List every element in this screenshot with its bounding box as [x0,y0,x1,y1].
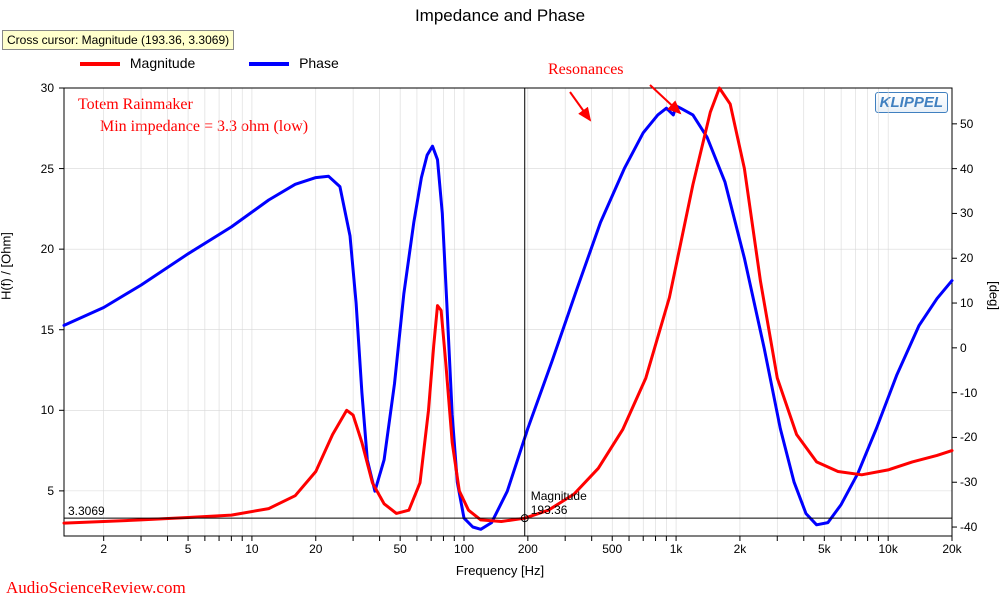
tick-label: -20 [960,430,977,444]
tick-label: 25 [41,162,54,176]
tick-label: 5 [47,484,54,498]
tick-label: 20 [41,242,54,256]
tick-label: 5 [185,542,192,556]
svg-text:193.36: 193.36 [531,503,568,517]
tick-label: 30 [960,206,973,220]
tick-label: 10 [245,542,258,556]
tick-label: 2 [100,542,107,556]
tick-label: 40 [960,162,973,176]
tick-label: 50 [960,117,973,131]
tick-label: 30 [41,81,54,95]
svg-text:3.3069: 3.3069 [68,504,105,518]
tick-label: -10 [960,386,977,400]
tick-label: 1k [670,542,683,556]
svg-text:Magnitude: Magnitude [531,489,587,503]
tick-label: 100 [454,542,474,556]
tick-label: 10k [878,542,897,556]
tick-label: 10 [41,403,54,417]
tick-label: 20 [309,542,322,556]
tick-label: -40 [960,520,977,534]
tick-label: 50 [393,542,406,556]
chart-plot: Magnitude193.36 3.3069 [0,0,1000,600]
tick-label: 10 [960,296,973,310]
tick-label: 5k [818,542,831,556]
tick-label: 20k [942,542,961,556]
tick-label: 200 [518,542,538,556]
tick-label: 0 [960,341,967,355]
tick-label: -30 [960,475,977,489]
tick-label: 500 [602,542,622,556]
tick-label: 20 [960,251,973,265]
tick-label: 15 [41,323,54,337]
tick-label: 2k [734,542,747,556]
